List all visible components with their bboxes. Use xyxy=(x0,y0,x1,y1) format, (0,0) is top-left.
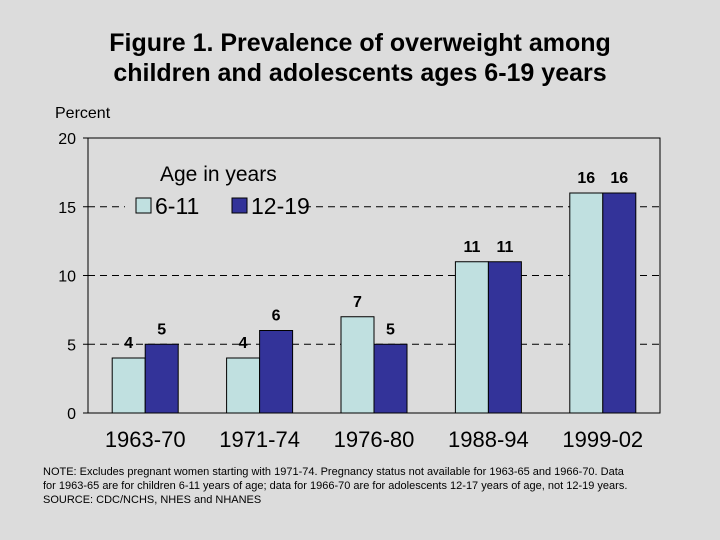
bar-6-11 xyxy=(340,316,375,414)
legend-label: 12-19 xyxy=(251,193,310,219)
data-label: 4 xyxy=(124,335,133,352)
chart-note: NOTE: Excludes pregnant women starting w… xyxy=(43,465,627,507)
bar-12-19 xyxy=(373,343,408,414)
bar-12-19 xyxy=(259,330,294,414)
x-tick-label: 1963-70 xyxy=(105,427,186,452)
legend-swatch-12-19 xyxy=(231,197,248,214)
data-label: 6 xyxy=(272,308,281,325)
data-label: 16 xyxy=(610,170,628,187)
x-tick-label: 1976-80 xyxy=(334,427,415,452)
legend-title: Age in years xyxy=(160,163,277,186)
y-tick-label: 15 xyxy=(58,200,76,217)
data-label: 11 xyxy=(463,239,480,256)
y-tick-label: 0 xyxy=(67,406,76,423)
note-line-2: for 1963-65 are for children 6-11 years … xyxy=(43,480,628,492)
bar-6-11 xyxy=(454,261,489,414)
y-tick-label: 5 xyxy=(67,337,76,354)
title-line-1: Figure 1. Prevalence of overweight among xyxy=(109,29,611,57)
legend-label: 6-11 xyxy=(155,193,199,219)
x-tick-label: 1971-74 xyxy=(219,427,300,452)
data-label: 7 xyxy=(353,294,362,311)
bar-12-19 xyxy=(487,261,522,414)
bar-6-11 xyxy=(569,192,604,414)
data-label: 5 xyxy=(157,321,166,338)
bar-12-19 xyxy=(602,192,637,414)
bar-6-11 xyxy=(111,357,146,414)
y-tick-label: 20 xyxy=(58,131,76,148)
data-label: 11 xyxy=(496,239,513,256)
x-tick-label: 1988-94 xyxy=(448,427,529,452)
data-label: 4 xyxy=(239,335,248,352)
legend-background xyxy=(125,160,305,218)
source-line: SOURCE: CDC/NCHS, NHES and NHANES xyxy=(43,494,262,506)
y-tick-label: 10 xyxy=(58,269,76,286)
bar-6-11 xyxy=(226,357,261,414)
title-line-2: children and adolescents ages 6-19 years xyxy=(113,59,607,87)
chart-title: Figure 1. Prevalence of overweight among… xyxy=(0,28,720,88)
x-tick-label: 1999-02 xyxy=(562,427,643,452)
y-axis-label: Percent xyxy=(55,105,111,122)
data-label: 5 xyxy=(386,321,395,338)
bar-12-19 xyxy=(144,343,179,414)
legend-swatch-6-11 xyxy=(135,197,152,214)
note-line-1: NOTE: Excludes pregnant women starting w… xyxy=(43,466,624,478)
data-label: 16 xyxy=(577,170,595,187)
